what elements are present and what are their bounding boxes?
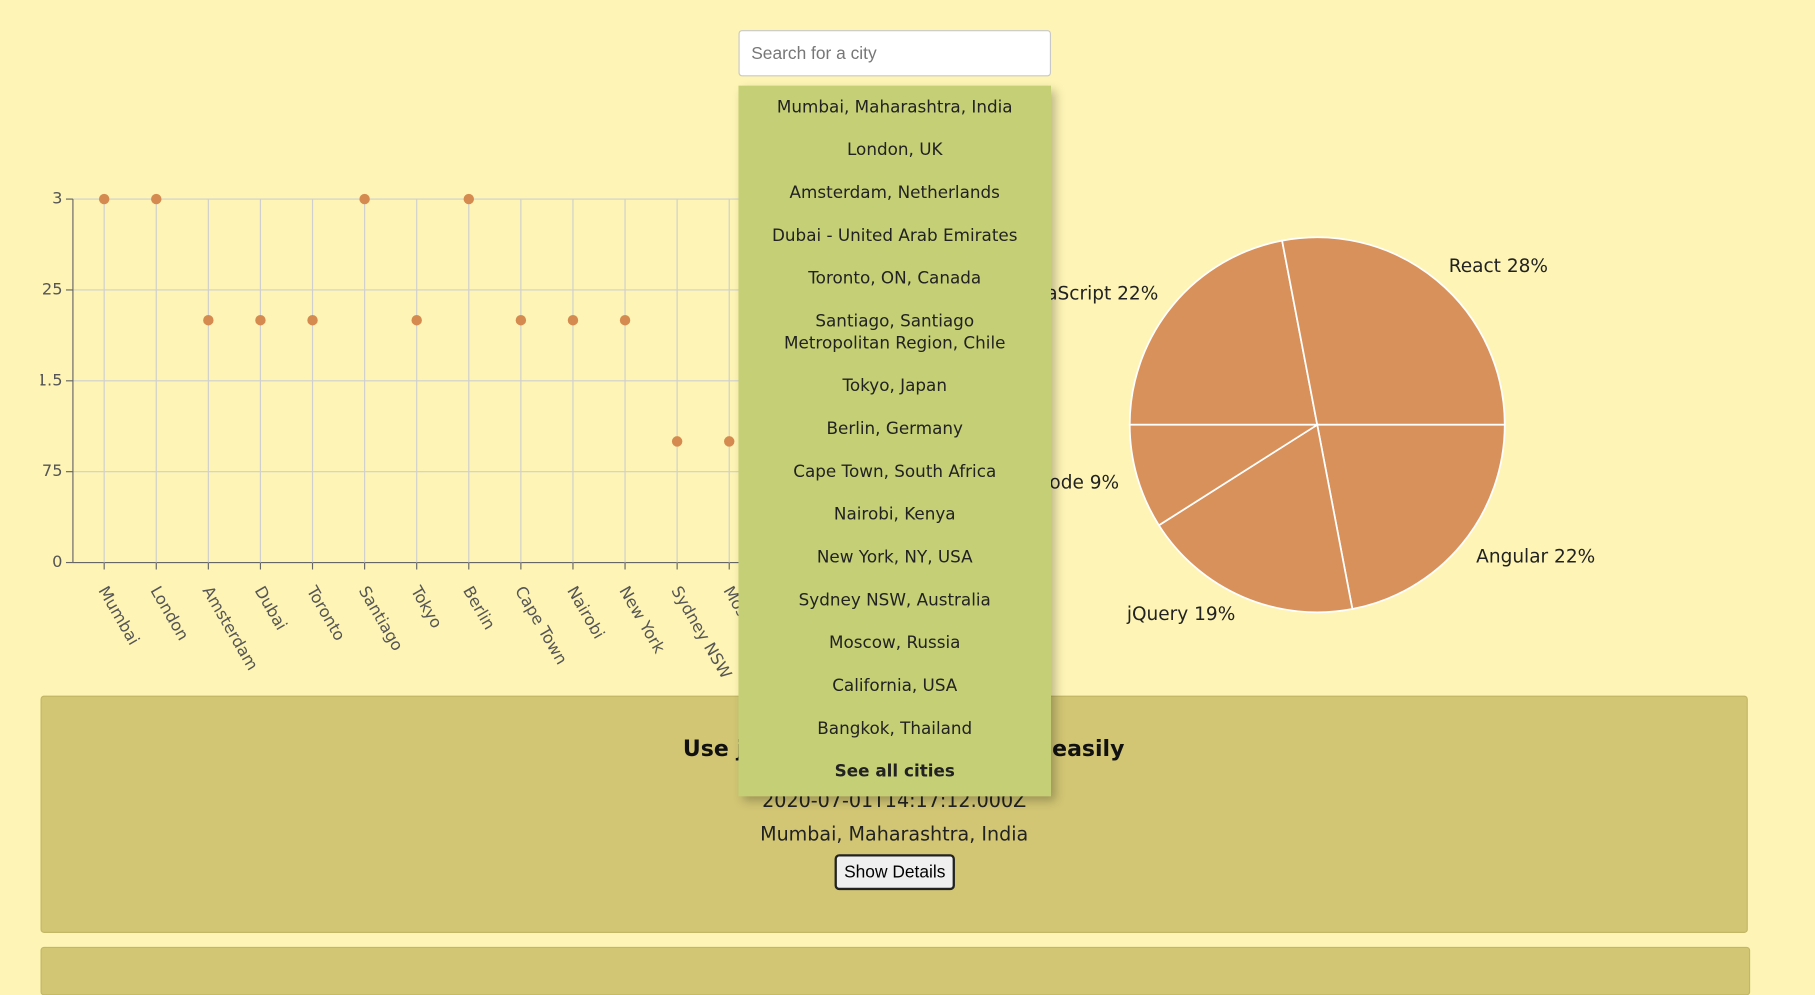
pie-chart: JavaScript 22%React 28%Angular 22%jQuery… xyxy=(1019,236,1595,625)
x-tick-label: Santiago xyxy=(355,583,407,654)
city-option[interactable]: Bangkok, Thailand xyxy=(817,719,973,739)
x-tick-label: Amsterdam xyxy=(199,583,262,674)
city-option[interactable]: Amsterdam, Netherlands xyxy=(789,184,1000,203)
data-point xyxy=(98,193,110,205)
data-point xyxy=(411,315,422,326)
city-option[interactable]: California, USA xyxy=(832,677,958,696)
pie-slice xyxy=(1281,236,1506,426)
y-tick-label: 1.5 xyxy=(41,370,63,389)
data-point xyxy=(151,193,162,205)
pie-slice xyxy=(1157,423,1354,614)
city-option[interactable]: Dubai - United Arab Emirates xyxy=(771,226,1018,246)
city-option[interactable]: Cape Town, South Africa xyxy=(793,463,997,482)
data-point xyxy=(307,315,318,326)
city-option[interactable]: Moscow, Russia xyxy=(829,634,961,653)
data-point xyxy=(724,436,735,447)
pie-label-value: 19% xyxy=(1194,604,1235,625)
data-point xyxy=(567,315,579,326)
data-point xyxy=(203,315,214,326)
pie-slice xyxy=(1128,423,1321,527)
x-tick-label: Mumbai xyxy=(94,583,143,649)
city-dropdown: Mumbai, Maharashtra, India London, UK Amst… xyxy=(738,85,1052,797)
city-option[interactable]: Mumbai, Maharashtra, India xyxy=(776,98,1013,117)
city-option[interactable]: Tokyo, Japan xyxy=(842,377,947,396)
y-tick-label: 0.75 xyxy=(41,461,63,480)
data-point xyxy=(515,315,527,326)
pie-slice xyxy=(1128,239,1319,426)
card-title: easily xyxy=(1052,736,1125,762)
pie-label: React 28% xyxy=(1449,255,1548,276)
x-tick-label: Toronto xyxy=(302,582,349,644)
x-tick-label: Cape Town xyxy=(511,583,571,668)
x-tick-label: London xyxy=(147,583,193,644)
x-tick-label: Dubai xyxy=(251,583,291,634)
see-all-cities[interactable]: See all cities xyxy=(834,762,955,782)
pie-label: jQuery 19% xyxy=(1126,604,1235,625)
data-point xyxy=(671,436,683,447)
y-tick-label: 0 xyxy=(52,552,62,571)
card-title: Use j xyxy=(682,736,745,762)
app: Mumbai, Maharashtra, India London, UK Amst… xyxy=(40,30,1751,995)
pie-label-name: Angular xyxy=(1476,546,1548,567)
data-point xyxy=(359,193,370,205)
data-point xyxy=(619,315,631,326)
pie-label-name: jQuery xyxy=(1126,604,1188,625)
city-option[interactable]: New York, NY, USA xyxy=(816,548,973,568)
y-tick-label: 2.25 xyxy=(41,279,63,298)
data-point xyxy=(255,315,266,326)
city-option[interactable]: Sydney NSW, Australia xyxy=(798,591,991,611)
pie-label-value: 22% xyxy=(1117,283,1158,304)
city-option[interactable]: Berlin, Germany xyxy=(826,420,964,439)
pie-label-name: React xyxy=(1449,255,1501,276)
pie-label-value: 22% xyxy=(1554,546,1595,567)
location: Mumbai, Maharashtra, India xyxy=(760,822,1029,845)
next-card xyxy=(40,946,1751,995)
city-option[interactable]: London, UK xyxy=(847,141,943,160)
page: Mumbai, Maharashtra, India London, UK Amst… xyxy=(40,30,1751,995)
pie-label-value: 9% xyxy=(1090,472,1119,493)
data-point xyxy=(463,193,474,205)
city-option[interactable]: Toronto, ON, Canada xyxy=(808,269,982,289)
city-option[interactable]: Santiago, Santiago Metropolitan Region, … xyxy=(784,312,1006,354)
y-tick-label: 3 xyxy=(52,189,62,208)
city-option[interactable]: Nairobi, Kenya xyxy=(833,505,956,525)
x-tick-label: Tokyo xyxy=(407,582,447,632)
show-details-button[interactable]: Show Details xyxy=(834,854,955,891)
x-tick-label: Berlin xyxy=(459,583,499,633)
x-tick-label: Nairobi xyxy=(563,583,608,642)
pie-slice xyxy=(1316,423,1506,611)
x-tick-label: New York xyxy=(615,583,669,657)
pie-label-value: 28% xyxy=(1507,255,1548,276)
city-search[interactable] xyxy=(738,30,1052,77)
pie-label: Angular 22% xyxy=(1476,546,1595,567)
